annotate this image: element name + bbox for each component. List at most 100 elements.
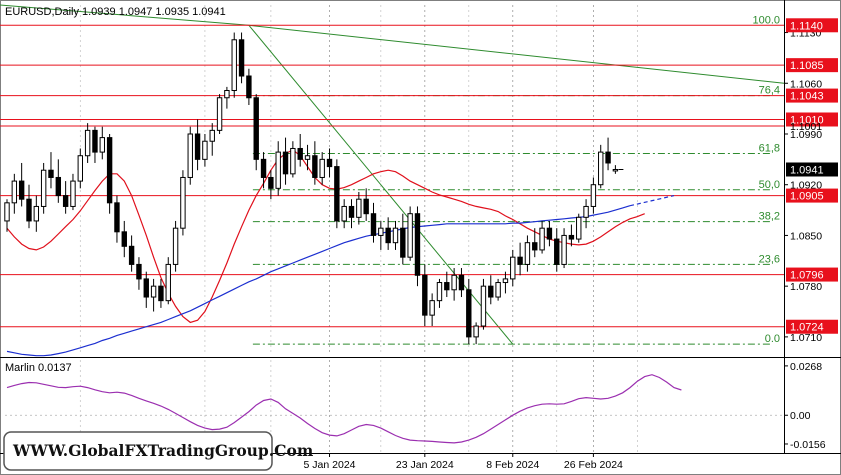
- candle-bear: [136, 263, 142, 280]
- x-tick-label: 23 Jan 2024: [396, 459, 454, 471]
- oscillator-line: [6, 374, 682, 444]
- candle-bull: [576, 216, 582, 240]
- candle-bull: [290, 147, 296, 175]
- candle-bull: [480, 285, 487, 327]
- candle-bear: [385, 227, 391, 244]
- candle-bull: [539, 227, 545, 251]
- candle-bull: [150, 285, 157, 298]
- candle-bear: [238, 39, 245, 77]
- level-label-box: [786, 267, 838, 282]
- candle-bear: [114, 202, 120, 233]
- current-price-box: [786, 162, 838, 177]
- candle-bear: [260, 158, 267, 178]
- candle-bull: [473, 325, 479, 338]
- resistance-support-lines: [0, 24, 784, 328]
- candle-bear: [158, 285, 164, 302]
- ma-blue-line: [6, 205, 631, 357]
- marlin-line: [6, 374, 682, 444]
- candle-bear: [466, 289, 472, 338]
- level-label-box: [786, 58, 838, 73]
- candle-bear: [363, 198, 369, 215]
- candle-bear: [348, 205, 355, 218]
- candle-bear: [253, 97, 259, 160]
- candle-bull: [495, 282, 501, 298]
- candle-bull: [583, 205, 589, 218]
- candle-bear: [143, 278, 149, 298]
- fib-label: 61,8: [759, 143, 780, 155]
- candle-bull: [180, 176, 186, 229]
- candle-bull: [275, 151, 281, 189]
- candle-bear: [422, 274, 428, 316]
- level-label: 1.0905: [790, 191, 824, 203]
- candle-bear: [121, 231, 127, 247]
- level-label: 1.1010: [790, 114, 824, 126]
- candle-bull: [4, 202, 10, 222]
- candle-bull: [33, 205, 40, 222]
- ma-blue-projection: [629, 194, 675, 207]
- ma-red-line: [6, 149, 645, 324]
- candle-bear: [532, 242, 538, 251]
- candle-bear: [26, 198, 32, 222]
- candle-bull: [407, 213, 413, 258]
- candle-bull: [165, 263, 171, 302]
- candle-bull: [510, 256, 516, 280]
- candle-bull: [378, 227, 384, 236]
- candle-bull: [209, 129, 215, 142]
- y-tick-label: 1.0710: [790, 332, 822, 344]
- candle-bull: [524, 242, 531, 265]
- level-label-box: [786, 88, 838, 103]
- candle-bull: [341, 205, 347, 222]
- candle-bear: [400, 227, 406, 258]
- oscillator-grid: [5, 360, 784, 453]
- level-label: 1.1085: [790, 60, 824, 72]
- candle-bull: [356, 198, 362, 218]
- candle-bear: [517, 256, 523, 265]
- watermark-box: [3, 431, 273, 471]
- level-label: 1.1140: [790, 20, 823, 32]
- candle-bull: [502, 278, 509, 284]
- candle-bull: [304, 155, 311, 160]
- candle-bull: [70, 180, 76, 207]
- candle-bear: [488, 285, 494, 298]
- candle-bear: [370, 213, 377, 236]
- y-tick-label: 1.0780: [790, 281, 822, 293]
- level-label: 1.0724: [790, 322, 824, 334]
- candle-bear: [268, 176, 274, 189]
- candle-bear: [568, 234, 575, 240]
- watermark-text: WWW.GlobalFXTradingGroup.Com: [12, 441, 314, 460]
- level-label-box: [786, 18, 838, 33]
- candle-bull: [436, 282, 443, 302]
- candle-bull: [216, 97, 223, 131]
- moving-averages: [6, 149, 675, 357]
- candle-bull: [590, 184, 597, 207]
- chart-header: EURUSD,Daily 1.0939 1.0947 1.0935 1.0941: [5, 6, 226, 18]
- candle-bull: [187, 133, 193, 178]
- watermark: WWW.GlobalFXTradingGroup.Com: [3, 431, 314, 471]
- candle-bear: [546, 227, 553, 240]
- level-label-box: [786, 112, 838, 127]
- x-tick-label: 8 Feb 2024: [486, 459, 539, 471]
- y-tick-label: 1.1060: [790, 78, 822, 90]
- x-tick-label: 26 Feb 2024: [564, 459, 623, 471]
- candle-bear: [297, 147, 303, 160]
- candle-bull: [40, 169, 47, 207]
- osc-tick-label: 0.00: [790, 410, 811, 422]
- candle-bull: [77, 155, 83, 182]
- candle-bear: [605, 151, 611, 164]
- level-label-box: [786, 188, 838, 203]
- candle-bear: [312, 155, 318, 178]
- candle-bull: [319, 158, 325, 178]
- current-price-marker: 1.0941: [618, 162, 838, 177]
- fib-label: 76,4: [759, 85, 780, 97]
- x-tick-label: 5 Jan 2024: [304, 459, 356, 471]
- y-tick-label: 1.0990: [790, 129, 822, 141]
- candle-bear: [194, 133, 201, 160]
- candle-bear: [48, 169, 54, 178]
- candles: [4, 32, 619, 345]
- level-label-plain: 1.1001: [790, 121, 822, 133]
- candle-bear: [326, 158, 333, 168]
- fib-label: 38,2: [759, 211, 780, 223]
- level-label-box: [786, 319, 838, 334]
